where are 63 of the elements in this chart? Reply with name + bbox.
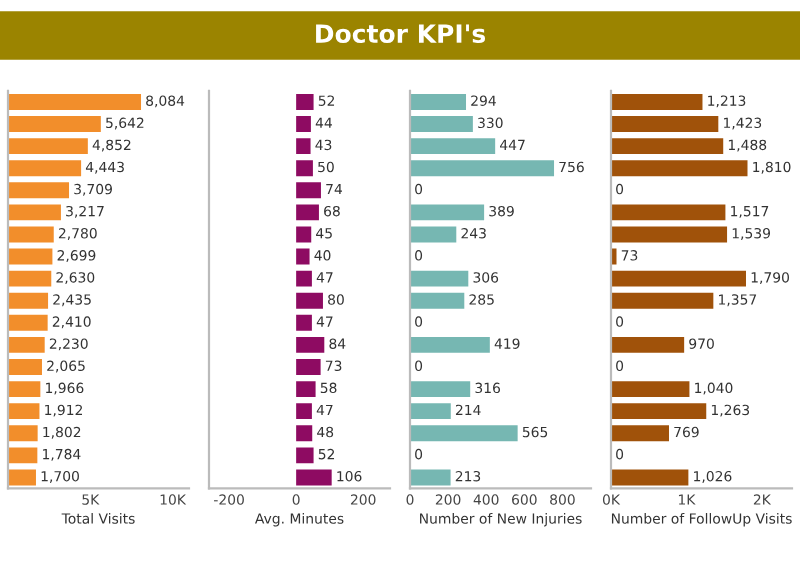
bar <box>8 403 40 420</box>
bar <box>611 381 690 398</box>
bar <box>611 93 703 110</box>
bar <box>8 425 38 442</box>
bar <box>611 292 714 309</box>
text: Doctor KPI's <box>316 24 486 44</box>
bar <box>611 204 726 221</box>
bar <box>296 314 312 331</box>
bar <box>611 160 748 177</box>
bar <box>410 226 457 243</box>
bar <box>8 204 61 221</box>
bar <box>8 292 49 309</box>
bar <box>296 469 332 486</box>
bar <box>296 160 313 177</box>
bar <box>296 381 316 398</box>
bar <box>410 469 451 486</box>
bar <box>410 160 555 177</box>
bar <box>8 182 70 199</box>
bar <box>296 270 312 287</box>
bar <box>611 469 689 486</box>
bar <box>8 160 82 177</box>
bar <box>8 248 53 265</box>
bar <box>296 138 311 155</box>
bar <box>8 93 142 110</box>
bar <box>611 138 724 155</box>
bar <box>410 204 485 221</box>
bar <box>611 116 719 132</box>
bar <box>296 204 319 221</box>
bar <box>296 182 321 199</box>
bar <box>410 93 467 110</box>
bar <box>296 248 310 265</box>
bar <box>8 138 88 155</box>
bar <box>296 359 321 375</box>
bar <box>296 403 312 420</box>
bar <box>296 116 311 132</box>
bar <box>611 425 669 442</box>
bar <box>8 116 101 132</box>
bar <box>611 226 728 243</box>
bar <box>410 270 469 287</box>
bar <box>8 226 54 243</box>
bar <box>8 381 41 398</box>
bar <box>296 292 323 309</box>
bar <box>296 336 325 353</box>
bar <box>410 336 490 353</box>
bar <box>611 270 746 287</box>
bar <box>8 447 38 464</box>
bar <box>410 292 465 309</box>
bar <box>296 447 314 464</box>
bar <box>296 425 313 442</box>
bar <box>410 138 496 155</box>
bar <box>8 469 36 486</box>
bar <box>410 403 451 420</box>
bar <box>611 336 685 353</box>
bar <box>8 270 52 287</box>
bar <box>410 116 473 132</box>
bar <box>410 381 471 398</box>
bar <box>8 359 42 375</box>
bar <box>8 336 45 353</box>
bar <box>611 403 707 420</box>
bar <box>8 314 48 331</box>
bar <box>296 226 312 243</box>
bar <box>410 425 518 442</box>
bar <box>296 93 314 110</box>
